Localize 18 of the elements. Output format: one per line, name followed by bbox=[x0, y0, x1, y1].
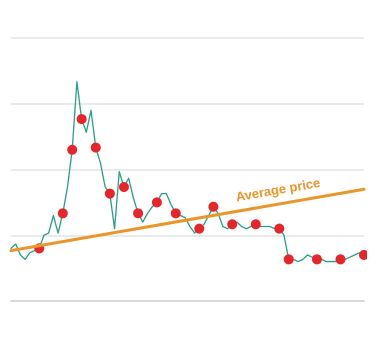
point bbox=[58, 208, 68, 218]
point bbox=[335, 254, 346, 264]
point bbox=[133, 208, 144, 218]
point bbox=[104, 188, 115, 199]
point bbox=[312, 254, 322, 264]
point bbox=[152, 197, 162, 208]
point bbox=[67, 144, 78, 155]
point bbox=[118, 182, 129, 192]
point bbox=[227, 219, 238, 230]
point bbox=[90, 142, 101, 153]
point bbox=[194, 224, 204, 234]
text: Average price bbox=[234, 174, 322, 204]
point bbox=[274, 224, 284, 234]
point bbox=[170, 208, 181, 218]
point bbox=[250, 219, 261, 230]
point bbox=[76, 114, 87, 124]
point bbox=[284, 254, 294, 264]
point bbox=[208, 202, 218, 212]
